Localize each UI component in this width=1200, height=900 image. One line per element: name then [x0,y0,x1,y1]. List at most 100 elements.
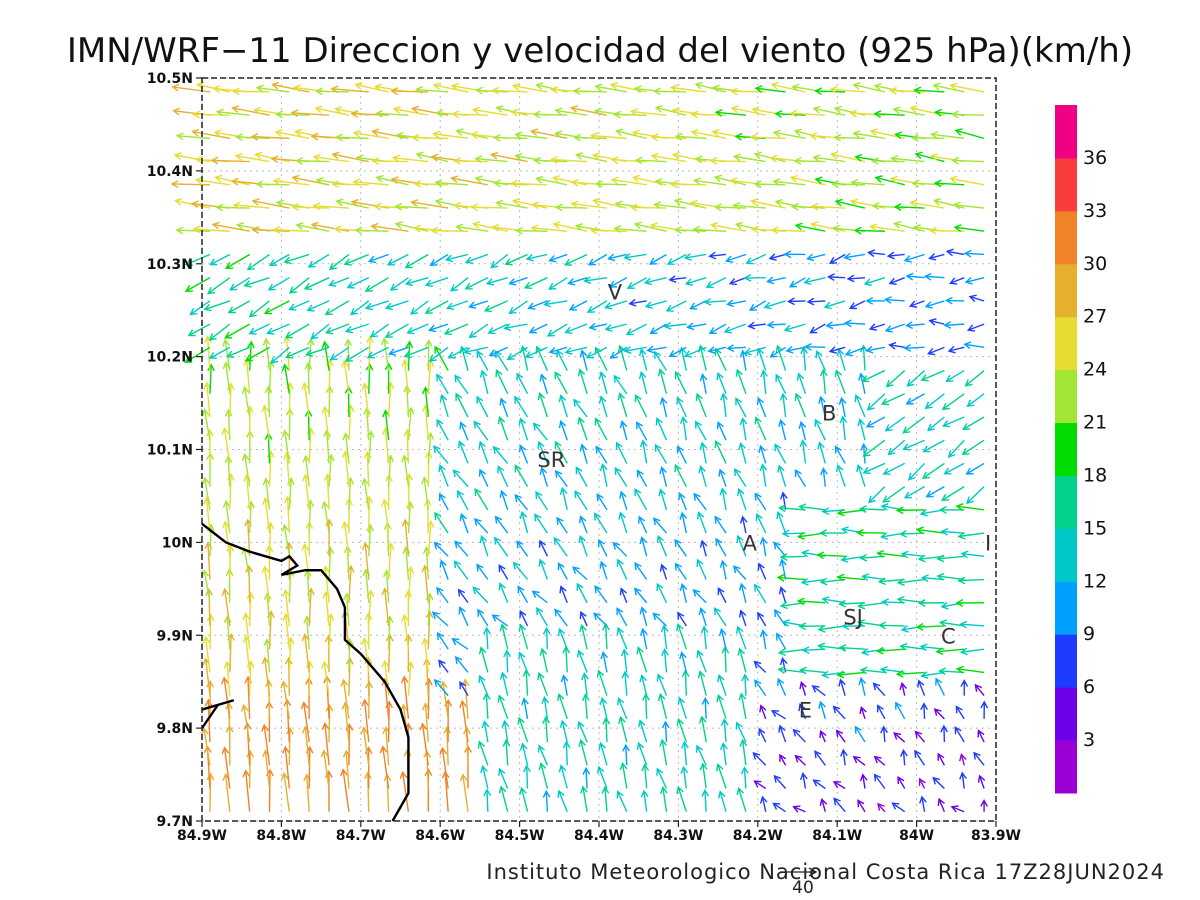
wind-arrow [459,680,469,696]
wind-arrow [596,493,608,511]
wind-arrow [263,592,272,627]
wind-arrow [184,346,211,363]
wind-arrow [343,253,370,266]
wind-arrow [676,396,687,418]
wind-arrow [478,468,489,487]
wind-arrow [344,338,353,371]
wind-arrow [639,439,648,464]
wind-arrow [599,462,608,487]
wind-arrow [896,578,925,586]
wind-arrow [697,670,707,696]
wind-arrow [511,198,548,209]
wind-arrow [206,679,215,719]
wind-arrow [774,608,787,627]
wind-arrow [816,551,846,560]
wind-arrow [514,493,529,511]
wind-arrow [963,249,985,258]
wind-arrow [556,349,568,371]
wind-arrow [251,225,290,234]
colorbar-label: 3 [1083,729,1095,751]
wind-arrow [184,277,211,292]
wind-arrow [527,300,548,310]
wind-arrow [902,416,925,434]
wind-arrow [321,405,330,441]
wind-arrow [535,490,548,511]
wind-arrow [655,417,668,441]
wind-arrow [963,341,985,350]
wind-arrow [306,426,315,464]
wind-arrow [783,250,806,259]
wind-arrow [441,770,450,812]
wind-arrow [578,534,588,557]
wind-arrow [574,490,588,511]
wind-arrow [571,566,588,581]
wind-arrow [586,300,608,313]
wind-arrow [330,85,369,94]
wind-arrow [559,719,568,743]
wind-arrow [756,396,767,418]
lon-tick-label: 84.3W [653,828,703,844]
wind-arrow [367,253,389,264]
lat-tick-label: 10N [162,535,193,551]
wind-arrow [342,432,351,464]
wind-arrow [844,346,866,357]
wind-arrow [519,609,529,627]
wind-arrow [850,178,885,187]
wind-arrow [959,620,985,629]
wind-arrow [201,569,211,603]
wind-arrow [386,253,409,266]
wind-arrow [812,779,826,790]
wind-arrow [906,370,926,387]
wind-arrow [676,445,687,464]
wind-arrow [736,786,747,812]
wind-arrow [774,110,806,118]
wind-arrow [757,611,767,627]
wind-arrow [224,253,250,269]
wind-arrow [324,769,333,812]
wind-arrow [875,646,905,655]
wind-arrow [221,676,231,719]
wind-arrow [439,680,449,719]
wind-arrow [921,462,945,479]
wind-arrow [902,439,925,451]
wind-arrow [503,649,511,673]
wind-arrow [579,443,588,464]
wind-arrow [414,86,449,94]
wind-arrow [175,226,210,235]
wind-arrow [281,363,291,394]
wind-arrow [815,350,826,371]
wind-arrow [270,346,290,364]
wind-arrow [668,275,687,283]
wind-arrow [517,716,529,743]
wind-arrow [602,716,611,743]
wind-arrow [941,416,965,428]
wind-arrow [508,300,528,315]
wind-arrow [261,565,271,603]
wind-arrow [439,746,449,789]
wind-arrow [856,463,866,487]
wind-arrow [940,724,948,743]
wind-arrow [282,588,291,627]
wind-arrow [776,510,787,534]
wind-arrow [903,253,925,263]
wind-arrow [886,251,905,260]
wind-arrow [653,350,668,371]
wind-arrow [262,337,271,371]
wind-arrow [933,179,965,188]
wind-arrow [659,786,668,812]
wind-arrow [570,200,608,209]
wind-arrow [366,523,375,557]
wind-arrow [488,346,508,357]
wind-arrow [374,109,409,118]
wind-arrow [974,683,985,697]
wind-arrow [892,106,925,116]
wind-arrow [281,429,291,464]
wind-arrow [519,510,529,534]
wind-arrow [861,369,886,383]
wind-arrow [569,105,608,116]
wind-arrow [720,718,729,743]
wind-arrow [920,702,929,719]
wind-arrow [936,572,965,581]
wind-arrow [478,674,489,696]
wind-arrow [759,536,768,557]
